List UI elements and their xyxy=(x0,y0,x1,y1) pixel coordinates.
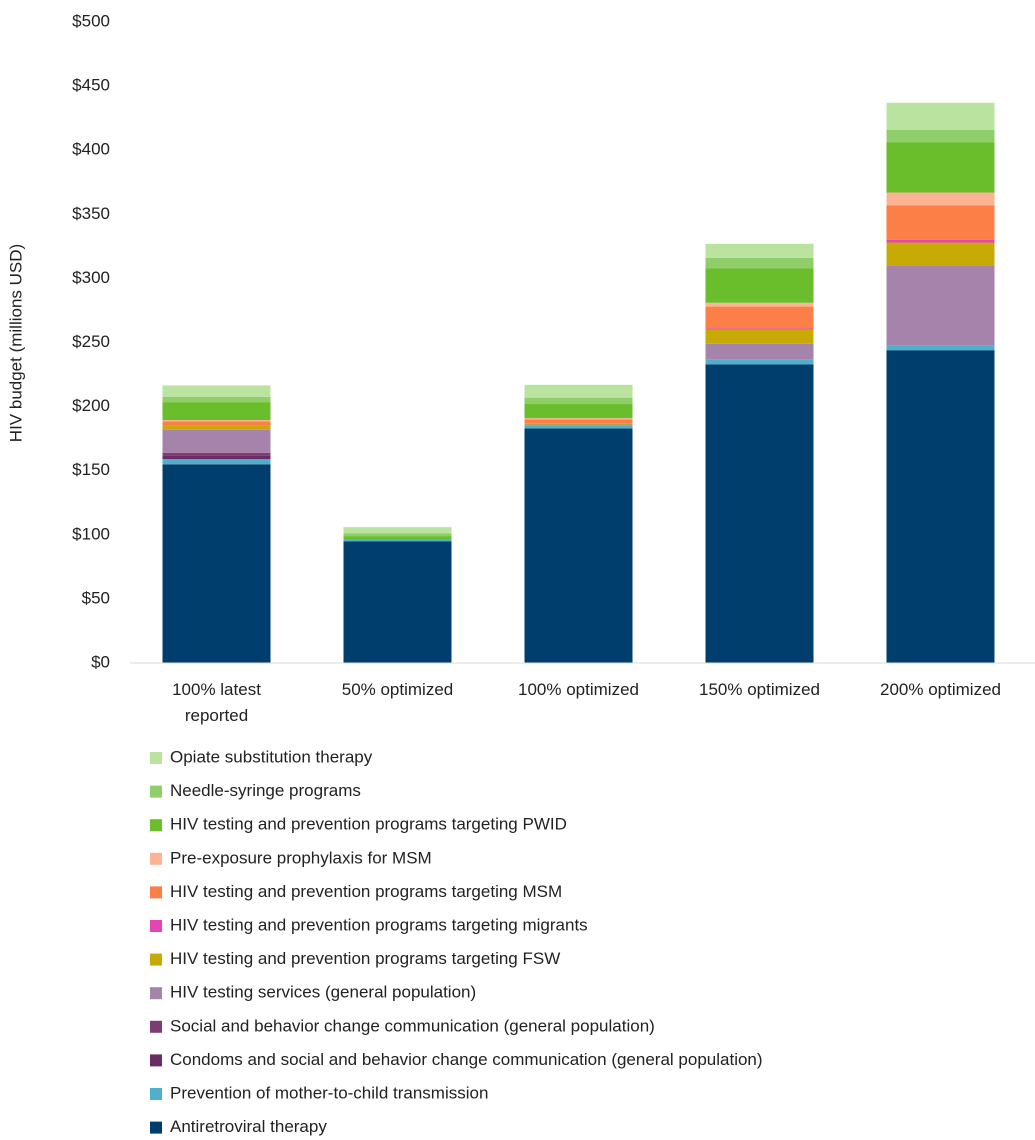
bar-segment xyxy=(162,464,271,663)
legend-label: HIV testing and prevention programs targ… xyxy=(170,815,567,834)
legend-swatch xyxy=(150,886,162,899)
bar-segment xyxy=(162,455,271,460)
legend-swatch xyxy=(150,1020,162,1033)
legend-swatch xyxy=(150,1088,162,1100)
bar-segment xyxy=(886,192,995,206)
bar-segment xyxy=(886,242,995,266)
bar-segment xyxy=(886,345,995,351)
x-tick-label: 100% latest reported xyxy=(172,680,261,725)
bar-segment xyxy=(343,541,452,663)
y-tick-label: $200 xyxy=(72,396,110,415)
legend-label: Needle-syringe programs xyxy=(170,781,361,800)
bar-segment xyxy=(886,205,995,240)
legend-label: Opiate substitution therapy xyxy=(170,747,373,766)
y-tick-label: $400 xyxy=(72,140,110,159)
bar-segment xyxy=(162,425,271,430)
bar-segment xyxy=(524,419,633,424)
bar-segment xyxy=(162,429,271,453)
y-tick-label: $500 xyxy=(72,11,110,30)
legend-swatch xyxy=(150,1121,162,1134)
bar-segment xyxy=(886,239,995,243)
legend-swatch xyxy=(150,953,162,966)
legend-swatch xyxy=(150,819,162,832)
legend-swatch xyxy=(150,920,162,932)
x-tick-label: 50% optimized xyxy=(341,680,454,699)
bar-segment xyxy=(705,306,814,329)
x-tick-label: 100% optimized xyxy=(518,680,639,699)
bar-segment xyxy=(524,425,633,429)
y-tick-label: $0 xyxy=(91,652,110,671)
bar-segment xyxy=(886,350,995,663)
y-tick-label: $150 xyxy=(72,460,110,479)
bar-segment xyxy=(162,396,271,403)
legend-label: Prevention of mother-to-child transmissi… xyxy=(170,1083,488,1102)
bar-segment xyxy=(162,402,271,421)
bar-segment xyxy=(162,385,271,397)
bar-segment xyxy=(886,142,995,193)
bar-segment xyxy=(886,265,995,346)
x-tick-label: 200% optimized xyxy=(880,680,1001,699)
bar-segment xyxy=(524,397,633,405)
y-tick-label: $50 xyxy=(82,588,110,607)
bar-segment xyxy=(343,527,452,534)
legend-swatch xyxy=(150,752,162,764)
bar-segment xyxy=(162,452,271,456)
bar-segment xyxy=(162,459,271,465)
bar-segment xyxy=(705,329,814,344)
bar-segment xyxy=(705,257,814,269)
legend-swatch xyxy=(150,987,162,1000)
bar-segment xyxy=(886,102,995,130)
legend-label: Social and behavior change communication… xyxy=(170,1016,655,1035)
bar-segment xyxy=(705,302,814,307)
legend-swatch xyxy=(150,785,162,798)
bar-segment xyxy=(162,421,271,426)
bar-segment xyxy=(343,533,452,537)
bar-segment xyxy=(705,359,814,365)
legend-label: Antiretroviral therapy xyxy=(170,1117,327,1136)
bar-segment xyxy=(524,418,633,420)
y-tick-label: $250 xyxy=(72,332,110,351)
bar-segment xyxy=(705,364,814,663)
bar-segment xyxy=(705,243,814,258)
y-axis-label: HIV budget (millions USD) xyxy=(6,244,25,442)
y-tick-label: $100 xyxy=(72,524,110,543)
bar-segment xyxy=(343,539,452,542)
bar-segment xyxy=(886,129,995,143)
bar-segment xyxy=(524,384,633,398)
bar-segment xyxy=(162,420,271,422)
legend-label: HIV testing and prevention programs targ… xyxy=(170,882,562,901)
bar-segment xyxy=(162,425,271,426)
legend-label: HIV testing and prevention programs targ… xyxy=(170,915,588,934)
y-tick-label: $300 xyxy=(72,268,110,287)
bar-segment xyxy=(705,268,814,303)
bar-segment xyxy=(524,428,633,663)
bar-segment xyxy=(705,328,814,330)
bar-segment xyxy=(343,536,452,540)
y-tick-label: $450 xyxy=(72,76,110,95)
legend-label: HIV testing and prevention programs targ… xyxy=(170,949,560,968)
x-tick-label: 150% optimized xyxy=(699,680,820,699)
legend-swatch xyxy=(150,852,162,865)
bar-segment xyxy=(705,343,814,360)
legend-label: Pre-exposure prophylaxis for MSM xyxy=(170,848,432,867)
legend-label: Condoms and social and behavior change c… xyxy=(170,1050,763,1069)
bar-segment xyxy=(524,404,633,419)
legend-label: HIV testing services (general population… xyxy=(170,983,476,1002)
legend-swatch xyxy=(150,1054,162,1067)
bar-segment xyxy=(524,424,633,426)
bar-segment xyxy=(524,423,633,425)
y-tick-label: $350 xyxy=(72,204,110,223)
